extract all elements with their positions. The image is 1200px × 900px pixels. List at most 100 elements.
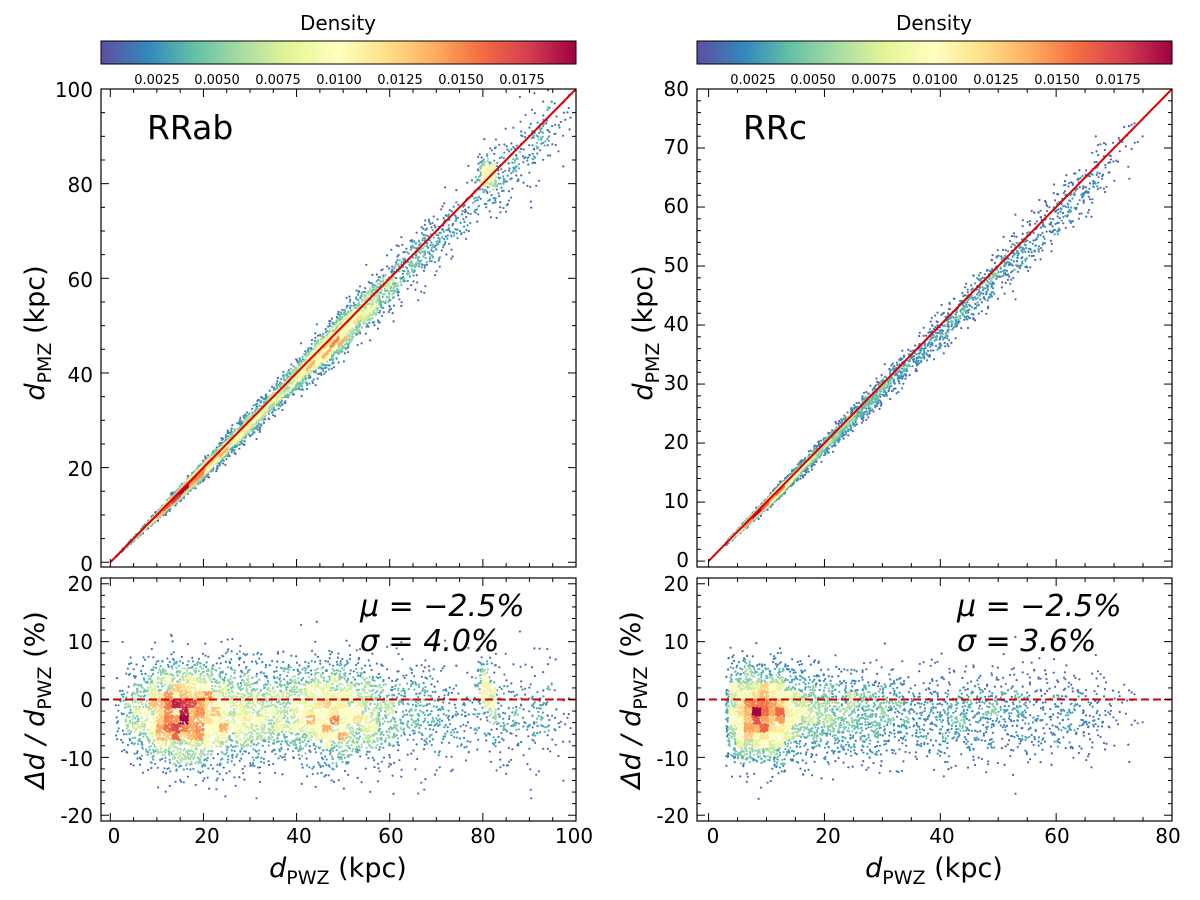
scatter-point bbox=[502, 182, 505, 185]
scatter-point bbox=[349, 324, 352, 327]
scatter-point bbox=[363, 299, 366, 302]
scatter-point bbox=[338, 349, 341, 352]
scatter-point bbox=[544, 140, 547, 143]
scatter-point bbox=[410, 284, 413, 287]
scatter-point bbox=[269, 406, 272, 409]
scatter-point bbox=[480, 161, 483, 164]
scatter-point bbox=[485, 168, 489, 171]
scatter-point bbox=[507, 199, 511, 202]
scatter-point bbox=[373, 286, 376, 289]
scatter-point bbox=[378, 311, 381, 314]
scatter-point bbox=[210, 452, 213, 455]
scatter-point bbox=[347, 326, 350, 329]
scatter-point bbox=[323, 366, 327, 370]
scatter-point bbox=[298, 376, 301, 379]
scatter-point bbox=[232, 443, 235, 446]
scatter-point bbox=[424, 219, 427, 222]
scatter-point bbox=[341, 347, 344, 351]
scatter-point bbox=[412, 274, 415, 277]
scatter-point bbox=[391, 268, 394, 271]
scatter-point bbox=[428, 253, 431, 256]
scatter-point bbox=[302, 359, 305, 363]
scatter-point bbox=[282, 376, 285, 379]
scatter-point bbox=[368, 287, 371, 290]
scatter-point bbox=[526, 184, 529, 187]
scatter-point bbox=[502, 171, 505, 174]
scatter-point bbox=[515, 144, 518, 147]
scatter-point bbox=[499, 206, 502, 209]
scatter-point bbox=[223, 455, 226, 459]
scatter-point bbox=[333, 326, 336, 329]
scatter-point bbox=[262, 421, 265, 424]
scatter-point bbox=[332, 366, 336, 369]
scatter-point bbox=[497, 192, 500, 195]
scatter-point bbox=[286, 385, 289, 388]
scatter-point bbox=[351, 329, 354, 332]
scatter-point bbox=[254, 403, 257, 406]
scatter-point bbox=[507, 150, 511, 153]
scatter-point bbox=[260, 411, 263, 414]
scatter-point bbox=[412, 270, 415, 273]
scatter-point bbox=[318, 363, 321, 366]
scatter-point bbox=[477, 205, 480, 208]
scatter-point bbox=[233, 429, 237, 432]
scatter-point bbox=[337, 361, 340, 364]
scatter-point bbox=[258, 426, 262, 429]
scatter-point bbox=[453, 231, 456, 234]
scatter-point bbox=[526, 159, 529, 162]
scatter-point bbox=[383, 293, 386, 296]
scatter-point bbox=[224, 434, 227, 437]
scatter-point bbox=[355, 325, 358, 328]
scatter-point bbox=[401, 243, 404, 246]
scatter-point bbox=[345, 306, 348, 309]
scatter-point bbox=[342, 360, 345, 363]
scatter-point bbox=[313, 339, 317, 342]
scatter-point bbox=[454, 228, 457, 231]
scatter-point bbox=[326, 347, 329, 350]
scatter-point bbox=[275, 382, 278, 385]
scatter-point bbox=[535, 145, 538, 148]
scatter-point bbox=[501, 189, 504, 193]
scatter-point bbox=[492, 184, 495, 187]
scatter-point bbox=[494, 199, 497, 202]
scatter-point bbox=[482, 173, 485, 176]
scatter-point bbox=[382, 306, 385, 309]
scatter-point bbox=[546, 129, 549, 132]
scatter-point bbox=[379, 309, 382, 312]
scatter-point bbox=[384, 289, 387, 292]
scatter-point bbox=[401, 272, 404, 275]
scatter-point bbox=[366, 309, 369, 312]
scatter-point bbox=[349, 298, 352, 301]
scatter-point bbox=[346, 343, 349, 346]
scatter-point bbox=[542, 158, 545, 161]
scatter-point bbox=[315, 369, 318, 372]
scatter-point bbox=[290, 363, 293, 366]
scatter-point bbox=[215, 449, 218, 452]
scatter-point bbox=[226, 432, 229, 435]
scatter-point bbox=[431, 229, 434, 232]
scatter-point bbox=[547, 139, 550, 142]
scatter-point bbox=[419, 252, 422, 255]
scatter-point bbox=[257, 424, 260, 427]
scatter-point bbox=[360, 326, 363, 329]
scatter-point bbox=[511, 161, 514, 164]
scatter-point bbox=[520, 134, 523, 137]
scatter-point bbox=[549, 154, 552, 157]
scatter-point bbox=[421, 247, 425, 250]
scatter-point bbox=[267, 411, 270, 414]
scatter-point bbox=[448, 209, 451, 212]
scatter-point bbox=[435, 248, 438, 251]
scatter-point bbox=[503, 178, 506, 181]
scatter-point bbox=[297, 379, 300, 382]
scatter-point bbox=[481, 177, 484, 180]
scatter-point bbox=[391, 265, 394, 268]
scatter-point bbox=[346, 304, 349, 307]
scatter-point bbox=[438, 257, 441, 260]
scatter-point bbox=[402, 279, 405, 282]
scatter-point bbox=[352, 323, 355, 326]
scatter-point bbox=[331, 323, 334, 326]
scatter-point bbox=[522, 181, 525, 184]
scatter-point bbox=[514, 159, 517, 162]
scatter-point bbox=[551, 124, 554, 128]
scatter-point bbox=[490, 177, 493, 180]
